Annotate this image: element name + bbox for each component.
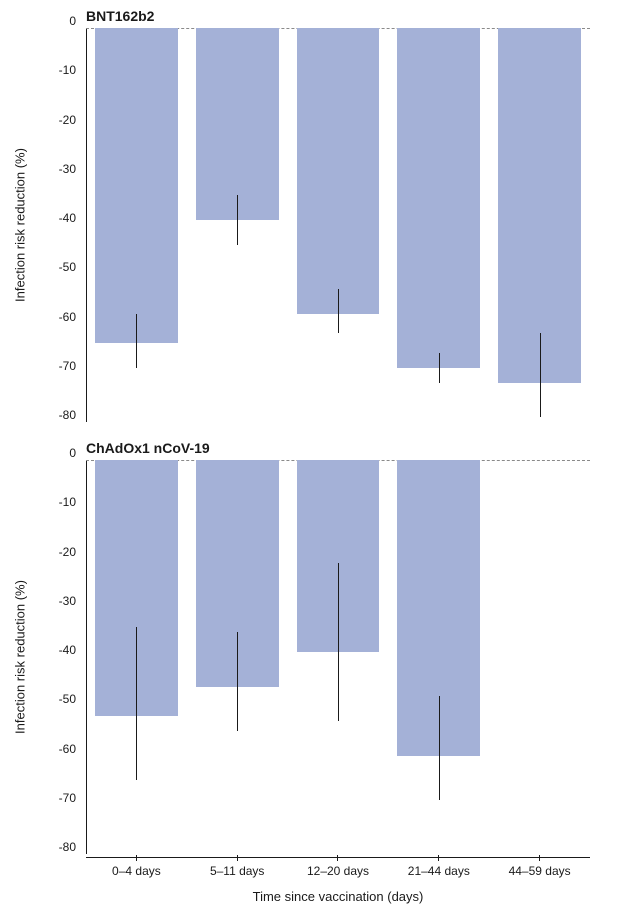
y-tick-label: -40	[59, 211, 86, 225]
error-bar	[338, 563, 339, 721]
x-tick-mark	[136, 855, 137, 861]
x-tick-mark	[337, 855, 338, 861]
error-bar	[439, 696, 440, 799]
error-bar	[237, 632, 238, 731]
y-tick-label: -80	[59, 408, 86, 422]
y-tick-label: -20	[59, 113, 86, 127]
plot-area	[86, 460, 590, 854]
x-tick-mark	[539, 855, 540, 861]
panel-bnt162b2: BNT162b2 Infection risk reduction (%) 0 -10…	[0, 6, 620, 422]
y-tick-label: -80	[59, 840, 86, 854]
panel-title: BNT162b2	[86, 8, 154, 24]
bar	[196, 28, 279, 220]
error-bar	[237, 195, 238, 244]
error-bar	[338, 289, 339, 333]
x-tick-label: 12–20 days	[307, 864, 369, 878]
y-axis-label: Infection risk reduction (%)	[13, 580, 28, 734]
bar	[95, 28, 178, 343]
bar	[498, 28, 581, 383]
bar	[397, 28, 480, 368]
y-tick-label: -70	[59, 791, 86, 805]
y-tick-label: -30	[59, 594, 86, 608]
y-tick-label: -30	[59, 162, 86, 176]
panel-chadox1: ChAdOx1 nCoV-19 Infection risk reduction …	[0, 438, 620, 854]
x-tick-label: 5–11 days	[210, 864, 265, 878]
x-tick-label: 44–59 days	[509, 864, 571, 878]
x-axis-label: Time since vaccination (days)	[86, 889, 590, 904]
y-tick-label: -20	[59, 545, 86, 559]
figure: BNT162b2 Infection risk reduction (%) 0 -10…	[0, 0, 620, 914]
y-tick-label: -10	[59, 495, 86, 509]
y-tick-label: 0	[69, 14, 86, 28]
bar	[297, 28, 380, 314]
error-bar	[439, 353, 440, 383]
y-tick-label: -10	[59, 63, 86, 77]
y-axis-label: Infection risk reduction (%)	[13, 148, 28, 302]
error-bar	[136, 627, 137, 780]
x-tick-mark	[438, 855, 439, 861]
y-tick-label: -50	[59, 260, 86, 274]
y-tick-label: -60	[59, 310, 86, 324]
error-bar	[540, 333, 541, 417]
y-tick-label: -70	[59, 359, 86, 373]
plot-area	[86, 28, 590, 422]
y-tick-label: -50	[59, 692, 86, 706]
error-bar	[136, 314, 137, 368]
x-tick-mark	[237, 855, 238, 861]
x-tick-label: 0–4 days	[112, 864, 161, 878]
y-tick-label: -60	[59, 742, 86, 756]
panel-title: ChAdOx1 nCoV-19	[86, 440, 210, 456]
y-tick-label: -40	[59, 643, 86, 657]
y-tick-label: 0	[69, 446, 86, 460]
x-tick-label: 21–44 days	[408, 864, 470, 878]
x-axis: 0–4 days 5–11 days 12–20 days 21–44 days 44–…	[86, 858, 590, 880]
